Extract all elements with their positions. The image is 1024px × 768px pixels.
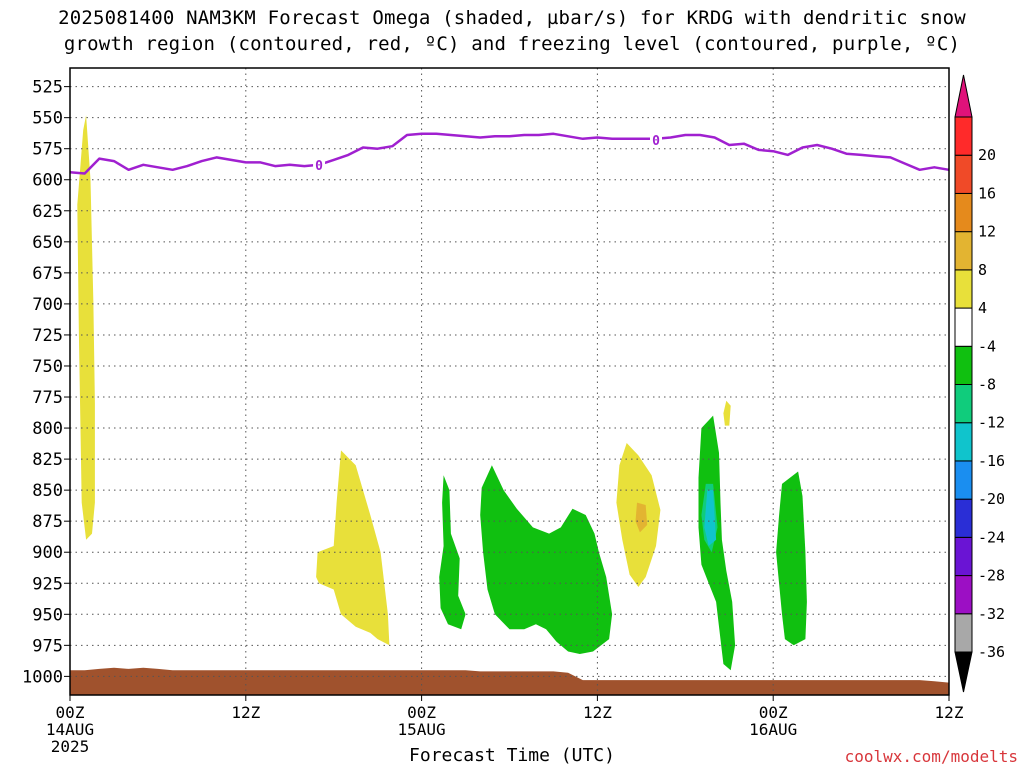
plot-frame — [69, 67, 950, 696]
x-tick-label: 00Z — [759, 703, 788, 722]
colorbar-label: 16 — [978, 184, 996, 202]
y-tick-label: 1000 — [22, 667, 63, 687]
terrain-fill — [70, 667, 949, 695]
freezing-level-line — [69, 132, 950, 175]
colorbar-segment — [954, 154, 973, 194]
omega-region-6 — [480, 465, 613, 654]
colorbar-label: -24 — [978, 528, 1005, 546]
x-tick-label: 00Z — [56, 703, 85, 722]
colorbar-segment — [954, 116, 973, 156]
colorbar-label: -32 — [978, 605, 1005, 623]
colorbar-bottom-triangle — [954, 651, 973, 693]
credit-link[interactable]: coolwx.com/modelts — [844, 747, 1018, 766]
chart-title-line2: growth region (contoured, red, ºC) and f… — [63, 33, 961, 55]
y-tick-label: 875 — [32, 512, 63, 532]
x-tick-label: 15AUG — [398, 720, 446, 739]
omega-region-0 — [77, 115, 95, 540]
y-tick-label: 700 — [32, 295, 63, 315]
colorbar-segment — [954, 307, 973, 347]
y-tick-label: 550 — [32, 109, 63, 129]
y-tick-label: 575 — [32, 140, 63, 160]
y-tick-label: 725 — [32, 326, 63, 346]
freezing-level-label: 0 — [652, 134, 660, 149]
y-tick-label: 975 — [32, 636, 63, 656]
omega-region-4 — [723, 400, 731, 426]
x-tick-label: 14AUG — [46, 720, 94, 739]
colorbar-label: 12 — [978, 223, 996, 241]
x-axis-title: Forecast Time (UTC) — [409, 745, 615, 766]
contour-lines: 00 — [69, 132, 950, 175]
colorbar-label: 4 — [978, 299, 987, 317]
freezing-level-label: 0 — [315, 159, 323, 174]
colorbar: -36 -32 -28 -24 -20 -16 -12 -8 -4 4 8 12 16 20 — [954, 74, 1005, 693]
y-tick-label: 525 — [32, 78, 63, 98]
colorbar-segment — [954, 613, 973, 653]
colorbar-segment — [954, 498, 973, 538]
y-tick-label: 775 — [32, 388, 63, 408]
omega-region-10 — [776, 471, 807, 646]
colorbar-label: 8 — [978, 261, 987, 279]
colorbar-segment — [954, 384, 973, 424]
y-axis: 525 550 575 600 625 650 675 700 725 750 775 800 825 8… — [22, 78, 70, 687]
x-tick-label: 16AUG — [749, 720, 797, 739]
x-tick-label: 00Z — [407, 703, 436, 722]
colorbar-segment — [954, 460, 973, 500]
colorbar-segment — [954, 536, 973, 577]
colorbar-segment — [954, 345, 973, 385]
colorbar-label: -36 — [978, 643, 1005, 661]
plot-fills — [70, 115, 949, 695]
colorbar-label: -28 — [978, 567, 1005, 585]
y-tick-label: 825 — [32, 450, 63, 470]
omega-region-5 — [439, 475, 466, 630]
colorbar-top-triangle — [954, 74, 973, 118]
colorbar-segment — [954, 231, 973, 271]
x-tick-label: 2025 — [51, 737, 90, 756]
omega-region-9 — [704, 490, 717, 546]
x-tick-label: 12Z — [935, 703, 964, 722]
y-tick-label: 600 — [32, 171, 63, 191]
colorbar-segment — [954, 269, 973, 309]
colorbar-label: -20 — [978, 490, 1005, 508]
y-tick-label: 650 — [32, 233, 63, 253]
colorbar-label: 20 — [978, 146, 996, 164]
freezing-label-bg — [313, 156, 326, 172]
y-tick-label: 625 — [32, 202, 63, 222]
omega-region-7 — [698, 415, 736, 671]
x-tick-label: 12Z — [583, 703, 612, 722]
y-tick-label: 750 — [32, 357, 63, 377]
colorbar-segment — [954, 422, 973, 462]
y-tick-label: 850 — [32, 481, 63, 501]
y-tick-label: 800 — [32, 419, 63, 439]
omega-region-3 — [635, 502, 648, 533]
y-tick-label: 675 — [32, 264, 63, 284]
y-tick-label: 925 — [32, 574, 63, 594]
colorbar-label: -16 — [978, 452, 1005, 470]
chart-title-line1: 2025081400 NAM3KM Forecast Omega (shaded… — [58, 7, 966, 29]
omega-region-1 — [316, 450, 390, 646]
colorbar-label: -4 — [978, 337, 996, 355]
colorbar-label: -12 — [978, 414, 1005, 432]
y-tick-label: 900 — [32, 543, 63, 563]
freezing-label-bg — [650, 132, 662, 148]
colorbar-segment — [954, 575, 973, 615]
x-tick-label: 12Z — [231, 703, 260, 722]
colorbar-segment — [954, 192, 973, 233]
y-tick-label: 950 — [32, 605, 63, 625]
colorbar-label: -8 — [978, 376, 996, 394]
